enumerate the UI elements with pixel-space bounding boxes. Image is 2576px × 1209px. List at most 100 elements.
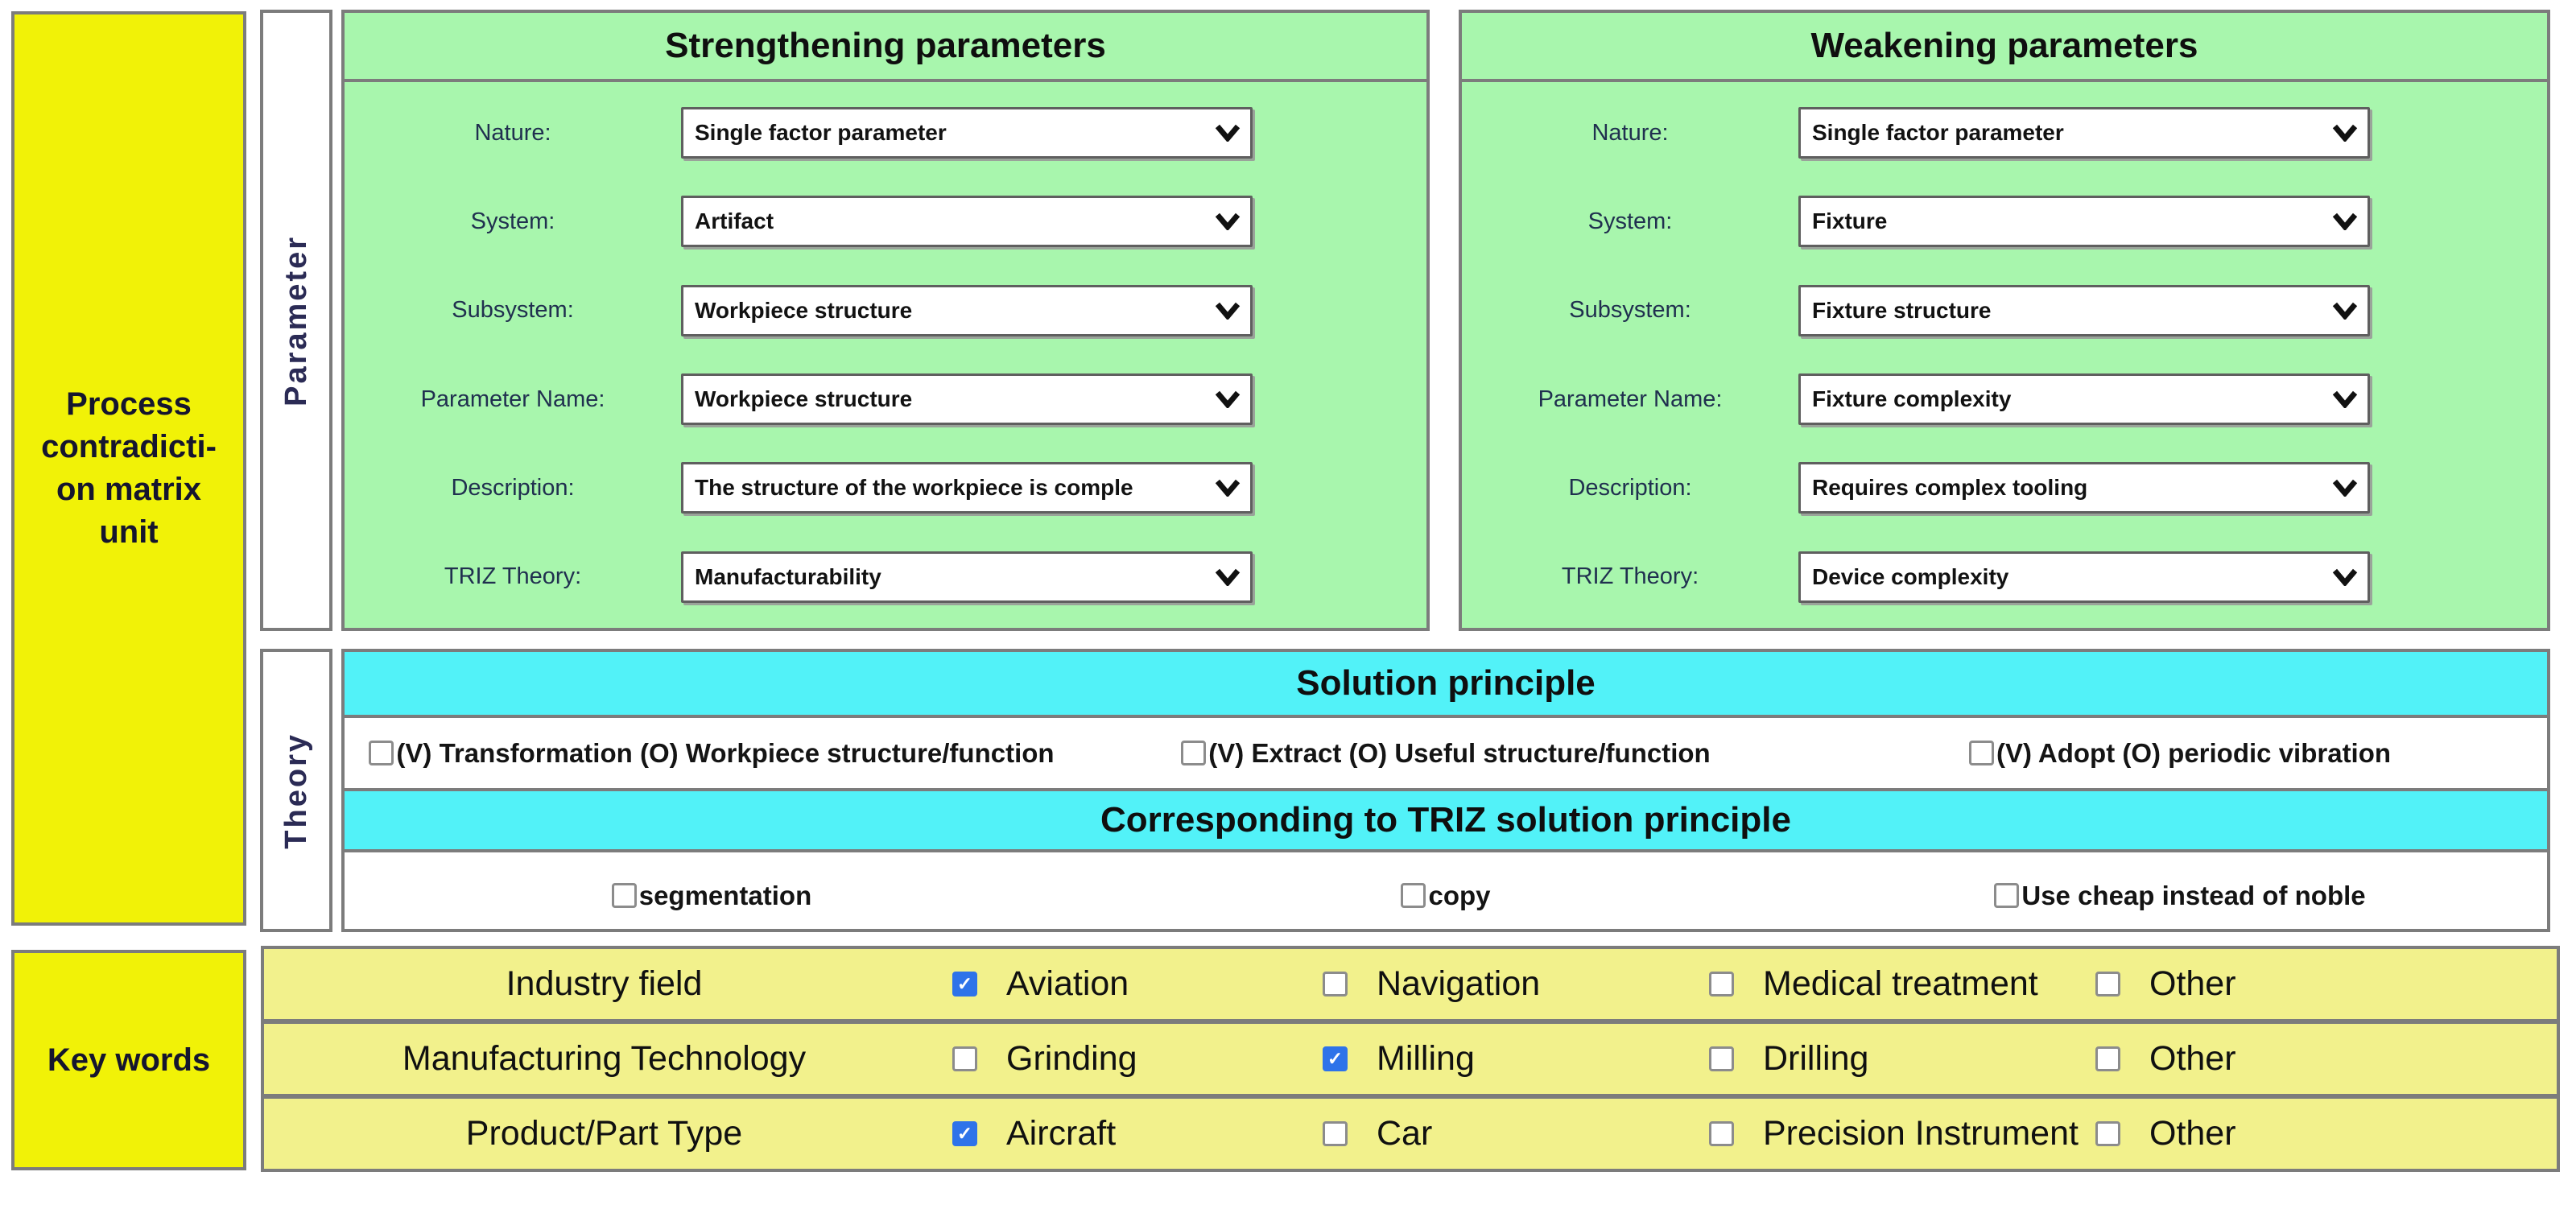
- strengthening-panel-title: Strengthening parameters: [345, 13, 1426, 82]
- weakening-subsystem-select[interactable]: Fixture structure: [1798, 284, 2370, 336]
- strengthening-description-select[interactable]: The structure of the workpiece is comple: [681, 462, 1253, 514]
- subsystem-label: Subsystem:: [1569, 297, 1691, 324]
- field-row: TRIZ Theory: Manufacturability: [345, 551, 1426, 603]
- weakening-nature-select[interactable]: Single factor parameter: [1798, 107, 2370, 159]
- subsystem-label: Subsystem:: [452, 297, 574, 324]
- keyword-option-navigation[interactable]: Navigation: [1323, 964, 1540, 1004]
- strengthening-nature-select[interactable]: Single factor parameter: [681, 107, 1253, 159]
- adopt-checkbox[interactable]: [1968, 741, 1994, 765]
- parameter-name-label: Parameter Name:: [420, 386, 605, 412]
- field-row: TRIZ Theory: Device complexity: [1462, 551, 2547, 603]
- triz-option-copy[interactable]: copy: [1401, 881, 1491, 911]
- parameter-group: Parameter: [260, 10, 332, 631]
- extract-checkbox[interactable]: [1181, 741, 1207, 765]
- chevron-down-icon: [1215, 390, 1241, 409]
- triz-theory-label: TRIZ Theory:: [444, 563, 582, 590]
- theory-group-label: Theory: [279, 732, 313, 849]
- aircraft-checkbox[interactable]: ✓: [952, 1121, 977, 1146]
- strengthening-parameters-panel: Strengthening parameters Nature: Single …: [341, 10, 1430, 631]
- weakening-fields: Nature: Single factor parameter System: …: [1462, 82, 2547, 628]
- chevron-down-icon: [2332, 124, 2358, 142]
- field-row: Nature: Single factor parameter: [1462, 107, 2547, 159]
- triz-option-segmentation[interactable]: segmentation: [611, 881, 811, 911]
- transformation-checkbox[interactable]: [369, 741, 394, 765]
- car-checkbox[interactable]: [1323, 1121, 1348, 1146]
- solution-principles-row: (V) Transformation (O) Workpiece structu…: [345, 718, 2547, 791]
- keyword-option-medical-treatment[interactable]: Medical treatment: [1709, 964, 2038, 1004]
- field-row: Subsystem: Workpiece structure: [345, 284, 1426, 336]
- field-row: Nature: Single factor parameter: [345, 107, 1426, 159]
- navigation-checkbox[interactable]: [1323, 972, 1348, 996]
- strengthening-subsystem-select[interactable]: Workpiece structure: [681, 284, 1253, 336]
- keyword-option-aviation[interactable]: ✓ Aviation: [952, 964, 1129, 1004]
- use-cheap-checkbox[interactable]: [1994, 883, 2020, 908]
- system-label: System:: [470, 208, 555, 234]
- chevron-down-icon: [1215, 302, 1241, 320]
- field-row: Parameter Name: Workpiece structure: [345, 373, 1426, 426]
- keyword-option-other[interactable]: Other: [2095, 1114, 2236, 1153]
- aviation-checkbox[interactable]: ✓: [952, 972, 977, 996]
- description-label: Description:: [1568, 474, 1692, 501]
- keyword-option-precision-instrument[interactable]: Precision Instrument: [1709, 1114, 2079, 1153]
- milling-checkbox[interactable]: ✓: [1323, 1046, 1348, 1071]
- chevron-down-icon: [1215, 124, 1241, 142]
- chevron-down-icon: [2332, 302, 2358, 320]
- solution-principle-option-extract[interactable]: (V) Extract (O) Useful structure/functio…: [1181, 738, 1711, 769]
- industry-field-label: Industry field: [506, 964, 703, 1003]
- description-label: Description:: [451, 474, 575, 501]
- keyword-option-drilling[interactable]: Drilling: [1709, 1039, 1868, 1079]
- weakening-description-select[interactable]: Requires complex tooling: [1798, 462, 2370, 514]
- grinding-checkbox[interactable]: [952, 1046, 977, 1071]
- keyword-option-aircraft[interactable]: ✓ Aircraft: [952, 1114, 1116, 1153]
- keyword-option-car[interactable]: Car: [1323, 1114, 1432, 1153]
- keyword-row-manufacturing-technology: Manufacturing Technology Grinding ✓ Mill…: [264, 1019, 2557, 1094]
- parameter-group-label: Parameter: [279, 234, 313, 406]
- theory-group: Theory: [260, 649, 332, 932]
- strengthening-system-select[interactable]: Artifact: [681, 196, 1253, 248]
- field-row: Description: Requires complex tooling: [1462, 462, 2547, 514]
- strengthening-triz-theory-select[interactable]: Manufacturability: [681, 551, 1253, 603]
- chevron-down-icon: [1215, 213, 1241, 231]
- other-checkbox[interactable]: [2095, 1046, 2120, 1071]
- segmentation-checkbox[interactable]: [611, 883, 637, 908]
- field-row: System: Fixture: [1462, 196, 2547, 248]
- solution-principle-option-adopt[interactable]: (V) Adopt (O) periodic vibration: [1968, 738, 2391, 769]
- drilling-checkbox[interactable]: [1709, 1046, 1734, 1071]
- triz-solution-principle-header: Corresponding to TRIZ solution principle: [345, 791, 2547, 852]
- chevron-down-icon: [1215, 568, 1241, 586]
- keyword-row-product-part-type: Product/Part Type ✓ Aircraft Car Precisi…: [264, 1094, 2557, 1169]
- chevron-down-icon: [2332, 480, 2358, 497]
- triz-option-use-cheap[interactable]: Use cheap instead of noble: [1994, 881, 2366, 911]
- other-checkbox[interactable]: [2095, 972, 2120, 996]
- parameter-name-label: Parameter Name:: [1538, 386, 1723, 412]
- precision-instrument-checkbox[interactable]: [1709, 1121, 1734, 1146]
- process-matrix-unit-text: Process contradicti- on matrix unit: [41, 386, 217, 550]
- medical-treatment-checkbox[interactable]: [1709, 972, 1734, 996]
- weakening-system-select[interactable]: Fixture: [1798, 196, 2370, 248]
- other-checkbox[interactable]: [2095, 1121, 2120, 1146]
- keywords-section-text: Key words: [47, 1042, 211, 1078]
- chevron-down-icon: [2332, 213, 2358, 231]
- manufacturing-technology-label: Manufacturing Technology: [402, 1039, 807, 1078]
- solution-principle-header: Solution principle: [345, 652, 2547, 718]
- chevron-down-icon: [1215, 480, 1241, 497]
- field-row: System: Artifact: [345, 196, 1426, 248]
- weakening-triz-theory-select[interactable]: Device complexity: [1798, 551, 2370, 603]
- field-row: Description: The structure of the workpi…: [345, 462, 1426, 514]
- keyword-option-other[interactable]: Other: [2095, 1039, 2236, 1079]
- keyword-option-milling[interactable]: ✓ Milling: [1323, 1039, 1475, 1079]
- solution-principle-option-transformation[interactable]: (V) Transformation (O) Workpiece structu…: [369, 738, 1055, 769]
- triz-theory-label: TRIZ Theory:: [1561, 563, 1699, 590]
- nature-label: Nature:: [1591, 119, 1669, 146]
- keyword-option-other[interactable]: Other: [2095, 964, 2236, 1004]
- weakening-parameter-name-select[interactable]: Fixture complexity: [1798, 373, 2370, 426]
- field-row: Parameter Name: Fixture complexity: [1462, 373, 2547, 426]
- copy-checkbox[interactable]: [1401, 883, 1426, 908]
- strengthening-parameter-name-select[interactable]: Workpiece structure: [681, 373, 1253, 426]
- keyword-option-grinding[interactable]: Grinding: [952, 1039, 1137, 1079]
- system-label: System:: [1587, 208, 1673, 234]
- chevron-down-icon: [2332, 568, 2358, 586]
- triz-principles-row: segmentation copy Use cheap instead of n…: [345, 852, 2547, 939]
- solution-principle-box: Solution principle (V) Transformation (O…: [341, 649, 2550, 932]
